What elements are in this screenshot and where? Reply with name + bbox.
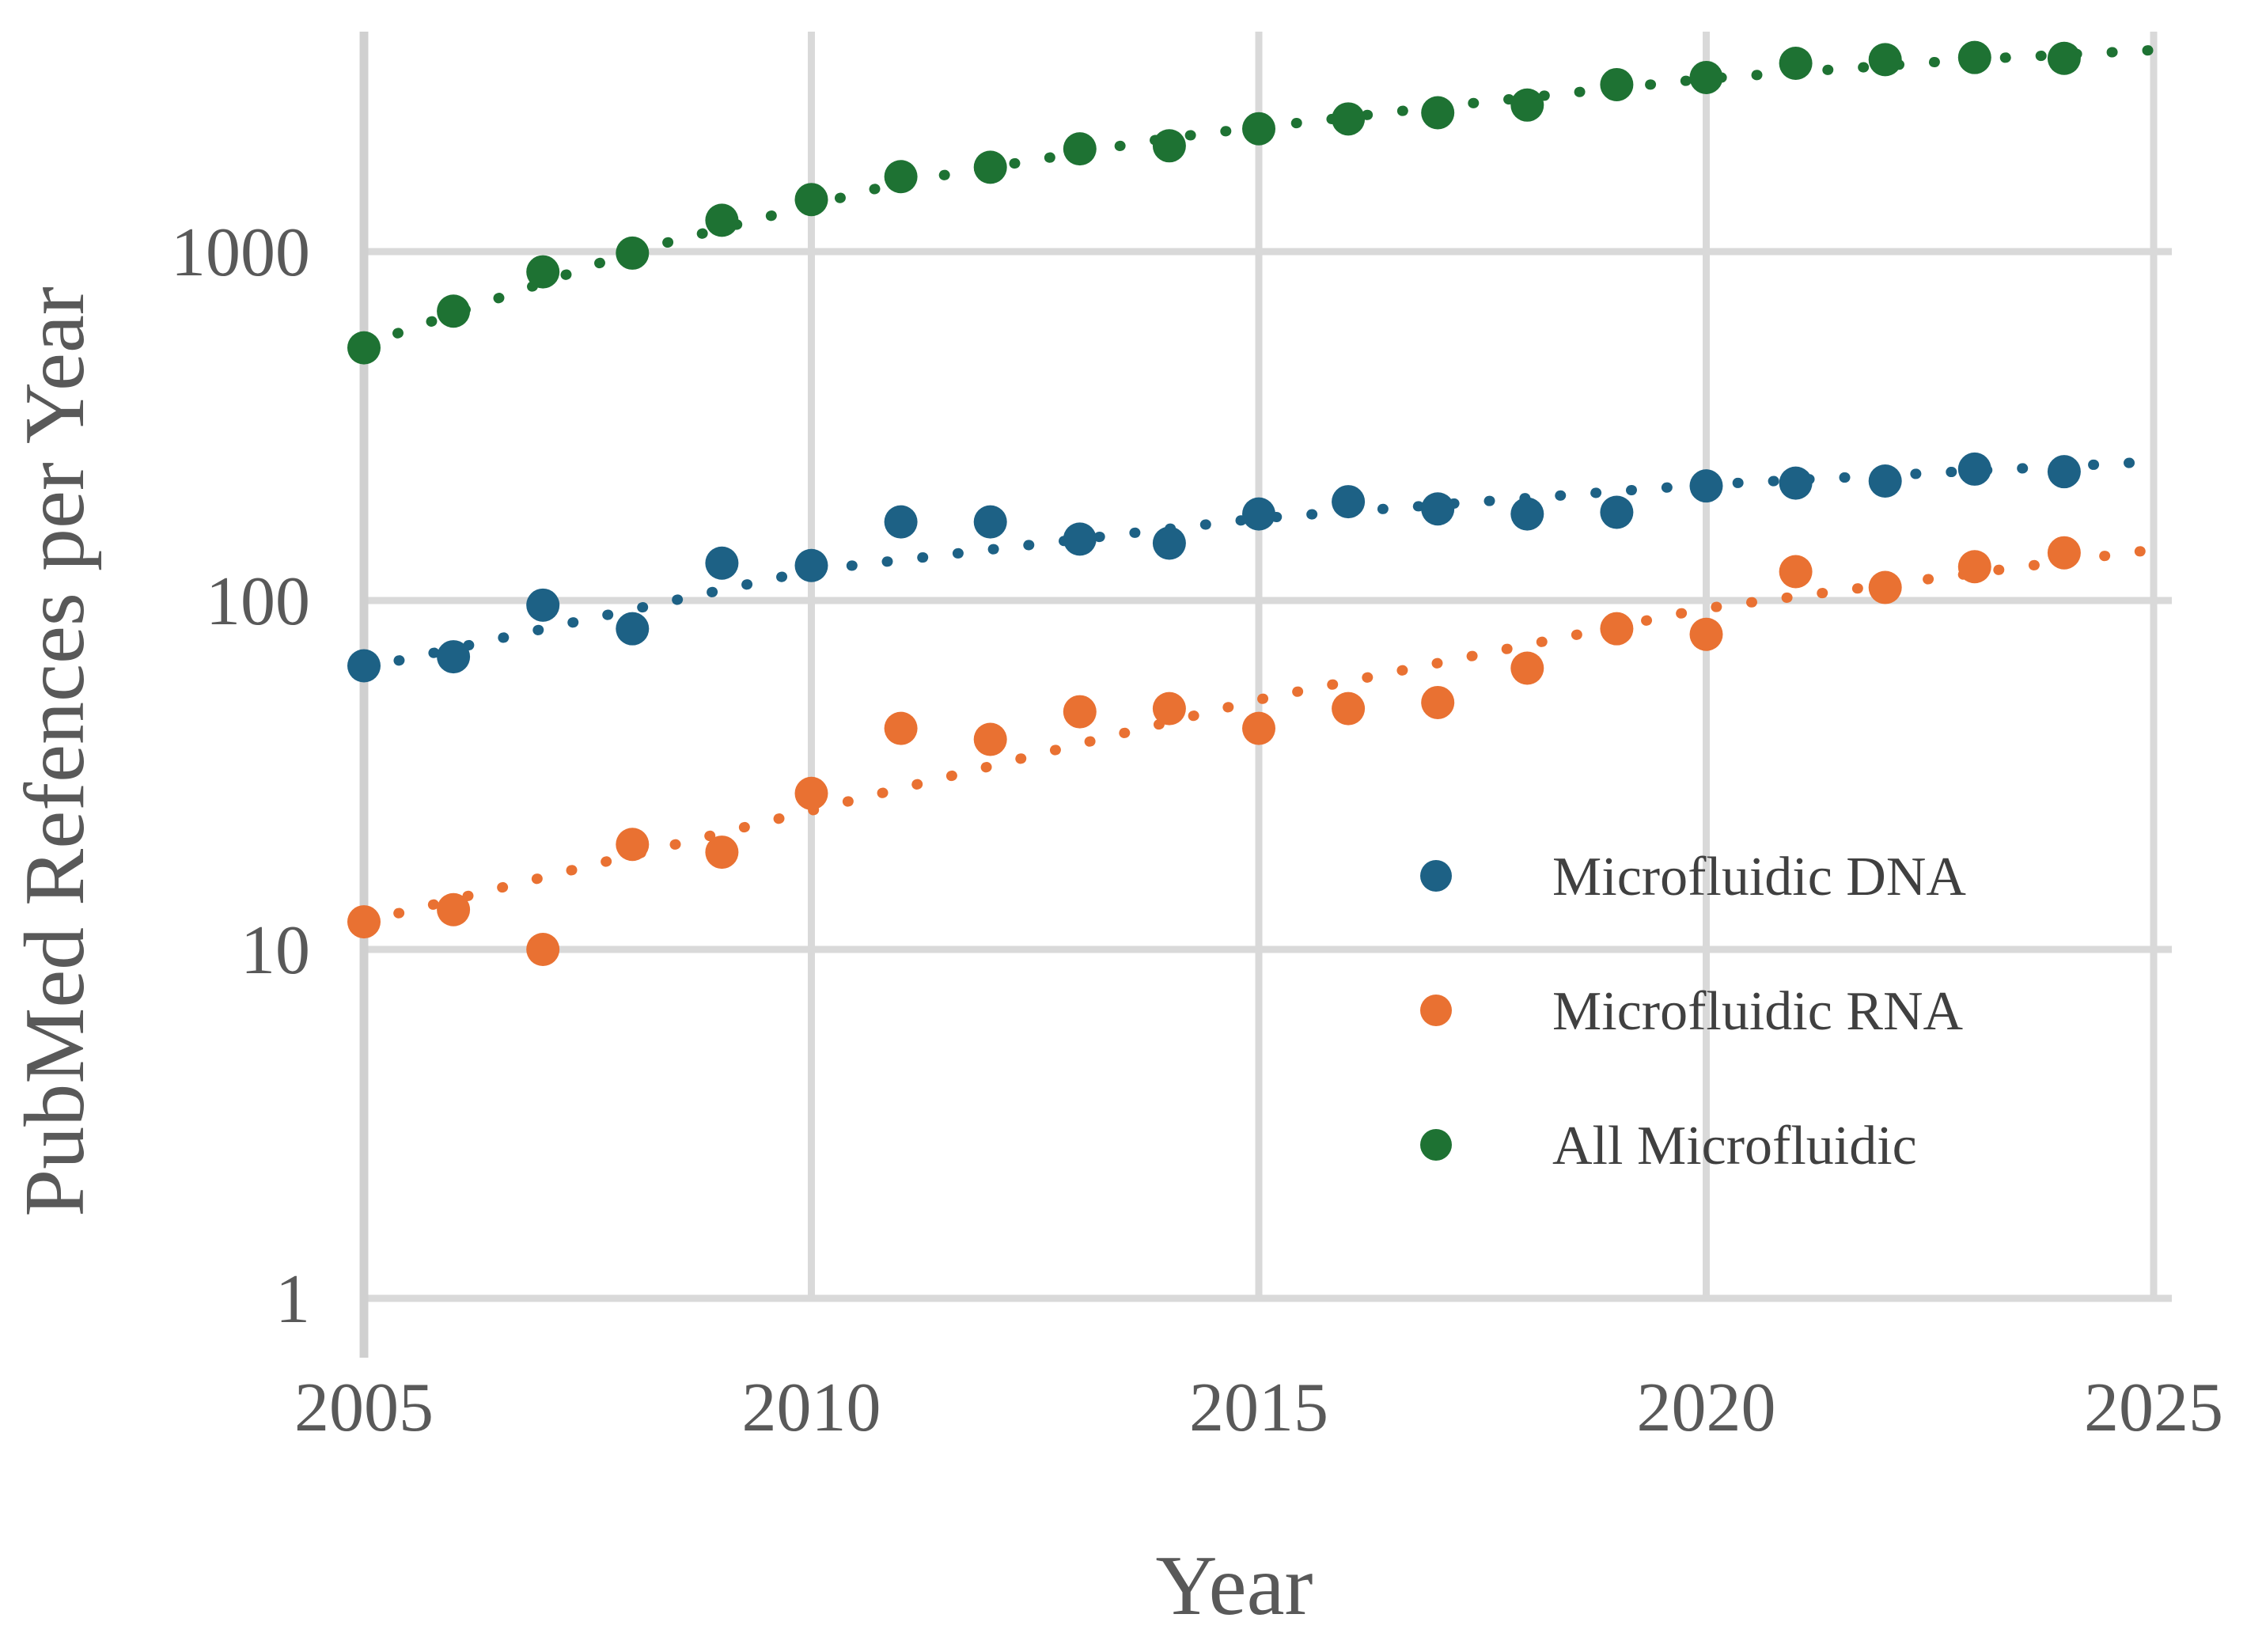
trendline-microfluidic-rna	[358, 544, 2159, 927]
point-microfluidic-rna-2006	[437, 892, 471, 926]
x-tick-label-2005: 2005	[294, 1370, 434, 1446]
gridlines	[364, 32, 2172, 1302]
y-tick-label-10: 10	[241, 912, 310, 989]
point-microfluidic-rna-2013	[1063, 695, 1097, 729]
point-all-microfluidic-2023	[1957, 40, 1991, 74]
tick-labels: 1 10 100 1000 2005 2010 2015 2020 2025	[171, 214, 2223, 1446]
point-microfluidic-rna-2023	[1957, 550, 1991, 584]
point-microfluidic-rna-2019	[1600, 612, 1634, 646]
point-microfluidic-dna-2007	[526, 588, 560, 622]
x-tick-label-2015: 2015	[1189, 1370, 1328, 1446]
point-all-microfluidic-2024	[2047, 41, 2081, 75]
x-tick-label-2010: 2010	[742, 1370, 881, 1446]
point-microfluidic-rna-2021	[1779, 555, 1813, 589]
point-microfluidic-rna-2020	[1689, 617, 1723, 651]
point-microfluidic-dna-2010	[794, 548, 828, 582]
data-points	[347, 40, 2081, 966]
point-microfluidic-dna-2011	[884, 505, 918, 539]
point-all-microfluidic-2008	[616, 236, 650, 270]
point-microfluidic-rna-2014	[1152, 691, 1186, 726]
point-microfluidic-dna-2013	[1063, 522, 1097, 556]
point-all-microfluidic-2019	[1600, 67, 1634, 101]
point-microfluidic-rna-2024	[2047, 536, 2081, 570]
point-all-microfluidic-2017	[1421, 96, 1455, 130]
point-microfluidic-rna-2009	[705, 835, 739, 870]
point-microfluidic-dna-2024	[2047, 455, 2081, 489]
point-microfluidic-rna-2018	[1510, 651, 1544, 685]
point-all-microfluidic-2005	[347, 331, 381, 365]
trendlines	[358, 44, 2159, 927]
point-microfluidic-rna-2011	[884, 711, 918, 745]
x-tick-label-2025: 2025	[2084, 1370, 2223, 1446]
point-microfluidic-dna-2009	[705, 546, 739, 580]
point-all-microfluidic-2007	[526, 255, 560, 289]
point-microfluidic-dna-2023	[1957, 452, 1991, 486]
point-microfluidic-rna-2017	[1421, 685, 1455, 719]
point-microfluidic-dna-2005	[347, 649, 381, 683]
y-axis-title: PubMed Refences per Year	[8, 286, 102, 1217]
point-all-microfluidic-2011	[884, 160, 918, 194]
point-microfluidic-rna-2015	[1242, 711, 1275, 745]
trendline-all-microfluidic	[358, 44, 2159, 350]
point-microfluidic-dna-2017	[1421, 492, 1455, 526]
point-microfluidic-dna-2019	[1600, 495, 1634, 529]
point-microfluidic-dna-2006	[437, 640, 471, 674]
point-microfluidic-dna-2022	[1868, 464, 1902, 498]
point-microfluidic-dna-2018	[1510, 497, 1544, 531]
point-all-microfluidic-2018	[1510, 88, 1544, 122]
point-all-microfluidic-2014	[1152, 129, 1186, 163]
point-microfluidic-rna-2012	[973, 722, 1007, 756]
x-axis-title: Year	[1155, 1539, 1313, 1633]
point-microfluidic-dna-2020	[1689, 469, 1723, 503]
x-tick-label-2020: 2020	[1637, 1370, 1776, 1446]
point-all-microfluidic-2022	[1868, 43, 1902, 77]
point-microfluidic-rna-2010	[794, 776, 828, 810]
legend-label-all-microfluidic: All Microfluidic	[1552, 1116, 1917, 1176]
point-microfluidic-dna-2016	[1332, 485, 1366, 519]
legend-label-microfluidic-rna: Microfluidic RNA	[1552, 981, 1964, 1042]
point-microfluidic-rna-2007	[526, 933, 560, 966]
point-all-microfluidic-2021	[1779, 46, 1813, 80]
point-all-microfluidic-2010	[794, 183, 828, 217]
point-microfluidic-rna-2005	[347, 905, 381, 939]
point-microfluidic-dna-2015	[1242, 497, 1275, 531]
point-all-microfluidic-2020	[1689, 60, 1723, 94]
point-all-microfluidic-2009	[705, 203, 739, 237]
point-all-microfluidic-2012	[973, 150, 1007, 184]
y-tick-label-1: 1	[275, 1261, 310, 1338]
point-all-microfluidic-2015	[1242, 112, 1275, 146]
point-microfluidic-dna-2021	[1779, 466, 1813, 500]
point-all-microfluidic-2013	[1063, 132, 1097, 166]
legend-marker-all-microfluidic	[1420, 1129, 1452, 1161]
legend: Microfluidic DNA Microfluidic RNA All Mi…	[1420, 847, 1966, 1176]
point-all-microfluidic-2006	[437, 294, 471, 328]
point-all-microfluidic-2016	[1332, 102, 1366, 136]
point-microfluidic-dna-2012	[973, 505, 1007, 539]
legend-label-microfluidic-dna: Microfluidic DNA	[1552, 847, 1966, 907]
point-microfluidic-rna-2008	[616, 828, 650, 862]
y-tick-label-100: 100	[206, 563, 310, 640]
point-microfluidic-dna-2008	[616, 612, 650, 646]
point-microfluidic-rna-2022	[1868, 570, 1902, 604]
point-microfluidic-rna-2016	[1332, 691, 1366, 726]
y-tick-label-1000: 1000	[171, 214, 310, 291]
legend-marker-microfluidic-rna	[1420, 995, 1452, 1026]
point-microfluidic-dna-2014	[1152, 526, 1186, 560]
legend-marker-microfluidic-dna	[1420, 860, 1452, 892]
